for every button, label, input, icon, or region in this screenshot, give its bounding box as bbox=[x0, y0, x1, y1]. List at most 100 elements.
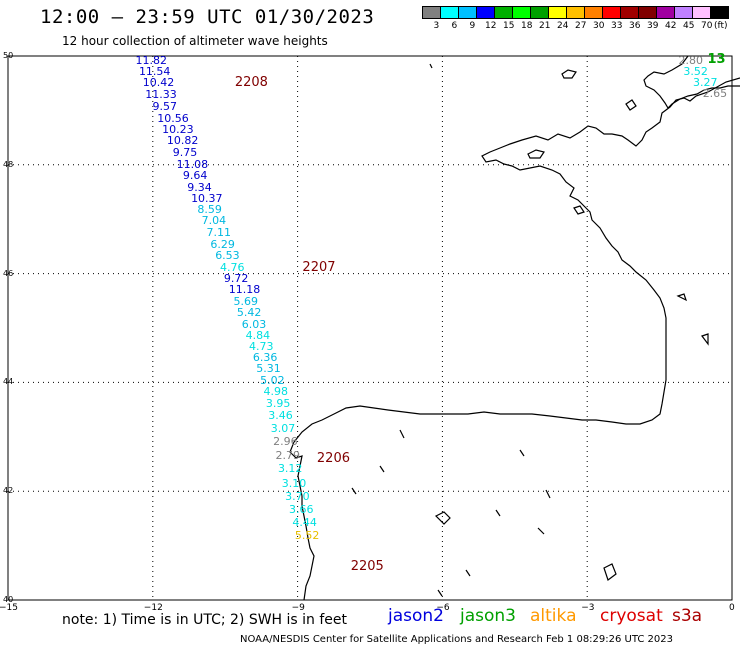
grid-lines bbox=[7, 55, 733, 601]
inland-8 bbox=[437, 589, 443, 597]
wave-height-label: 3.10 bbox=[281, 476, 307, 490]
satellite-name: s3a bbox=[672, 606, 703, 626]
legend-label: 39 bbox=[647, 21, 659, 31]
wave-height-label: 4.84 bbox=[245, 329, 271, 343]
wave-height-label: 5.69 bbox=[233, 294, 259, 308]
legend-label: (ft) bbox=[714, 21, 728, 31]
coastline bbox=[289, 55, 740, 601]
lon-tick-label: −15 bbox=[0, 603, 18, 613]
lon-tick-label: 0 bbox=[729, 603, 735, 613]
inland-9 bbox=[465, 569, 471, 577]
legend-label: 70 bbox=[701, 21, 713, 31]
legend-label: 27 bbox=[575, 21, 587, 31]
inland-1 bbox=[399, 429, 405, 439]
satellite-name: cryosat bbox=[600, 606, 663, 626]
orbit-number-label: 2207 bbox=[302, 260, 336, 276]
orbit-number-label: 2208 bbox=[234, 75, 268, 91]
wave-height-label: 13 bbox=[707, 51, 726, 67]
wave-height-label: 3.70 bbox=[285, 489, 310, 503]
lon-tick-label: −6 bbox=[436, 603, 450, 613]
inland-3 bbox=[545, 489, 551, 499]
wave-height-label: 11.08 bbox=[176, 157, 209, 171]
inland-2 bbox=[519, 449, 525, 457]
wave-height-label: 4.44 bbox=[292, 515, 317, 529]
wave-height-label: 9.64 bbox=[182, 168, 208, 182]
legend-label: 18 bbox=[521, 21, 533, 31]
wave-height-label: 11.18 bbox=[228, 282, 261, 296]
color-legend: 3 6 9 12 15 18 21 24 27 30 33 36 39 42 45 70 (ft) bbox=[422, 6, 729, 34]
wave-height-label: 10.56 bbox=[157, 111, 189, 125]
lat-tick-label: 42 bbox=[3, 486, 14, 496]
wave-height-label: 3.07 bbox=[270, 421, 296, 435]
wave-height-label: 6.29 bbox=[210, 237, 235, 251]
legend-label: 21 bbox=[539, 21, 551, 31]
wave-height-label: 10.42 bbox=[142, 76, 175, 90]
inland-6 bbox=[379, 465, 385, 473]
wave-height-label: 6.53 bbox=[215, 249, 240, 263]
wave-height-label: 2.79 bbox=[275, 448, 301, 462]
inland-10 bbox=[429, 63, 433, 69]
legend-label: 3 bbox=[433, 21, 440, 31]
island-8 bbox=[701, 333, 709, 346]
wave-height-label: 3.66 bbox=[289, 503, 314, 517]
lat-tick-label: 50 bbox=[3, 51, 14, 60]
coast-england bbox=[643, 55, 740, 109]
wave-height-label: 10.37 bbox=[191, 191, 223, 205]
lon-tick-label: −3 bbox=[581, 603, 595, 613]
inland-4 bbox=[495, 509, 501, 517]
footer-credit: NOAA/NESDIS Center for Satellite Applica… bbox=[240, 634, 673, 645]
legend-swatch bbox=[710, 6, 729, 19]
wave-height-label: 3.46 bbox=[268, 409, 293, 423]
lat-tick-label: 40 bbox=[3, 595, 14, 604]
coast-france bbox=[289, 77, 740, 601]
inland-7 bbox=[351, 487, 357, 495]
wave-height-label: 9.34 bbox=[187, 180, 212, 194]
island-2 bbox=[527, 149, 545, 159]
wave-height-label: 7.04 bbox=[201, 214, 227, 228]
lon-tick-label: −9 bbox=[291, 603, 305, 613]
legend-label: 36 bbox=[629, 21, 641, 31]
legend-label: 15 bbox=[503, 21, 515, 31]
wave-height-label: 3.12 bbox=[277, 462, 303, 476]
satellite-name: jason2 bbox=[388, 606, 444, 626]
wave-height-label: 3.52 bbox=[683, 65, 708, 79]
wave-height-label: 6.36 bbox=[252, 351, 278, 365]
wave-height-label: 2.96 bbox=[273, 435, 298, 449]
wave-height-label: 5.52 bbox=[294, 528, 320, 542]
wave-height-label: 3.27 bbox=[693, 76, 718, 90]
island-5 bbox=[434, 511, 451, 525]
island-1 bbox=[561, 69, 577, 79]
wave-height-label: 9.72 bbox=[223, 272, 249, 286]
legend-label: 6 bbox=[451, 21, 458, 31]
wave-height-label: 2.80 bbox=[678, 54, 704, 68]
wave-height-label: 3.95 bbox=[265, 397, 291, 411]
legend-label: 12 bbox=[485, 21, 497, 31]
satellite-name: altika bbox=[530, 606, 577, 626]
footer-note: note: 1) Time is in UTC; 2) SWH is in fe… bbox=[62, 612, 348, 628]
wave-height-label: 11.33 bbox=[145, 88, 177, 102]
legend-label: 45 bbox=[683, 21, 695, 31]
legend-label: 30 bbox=[593, 21, 605, 31]
wave-height-label: 4.98 bbox=[263, 385, 288, 399]
wave-height-label: 11.82 bbox=[135, 54, 168, 68]
wave-height-label: 7.11 bbox=[206, 226, 232, 240]
map-title: 12:00 — 23:59 UTC 01/30/2023 bbox=[40, 6, 375, 28]
lat-tick-label: 46 bbox=[3, 268, 14, 278]
island-6 bbox=[603, 563, 617, 581]
map-subtitle: 12 hour collection of altimeter wave hei… bbox=[62, 34, 328, 48]
island-4 bbox=[625, 99, 637, 111]
wave-height-label: 9.75 bbox=[172, 145, 198, 159]
wave-height-label: 10.82 bbox=[166, 134, 199, 148]
lat-tick-label: 48 bbox=[3, 159, 14, 169]
plot-frame bbox=[7, 55, 733, 601]
wave-height-label: 4.73 bbox=[248, 340, 274, 354]
wave-height-label: 5.42 bbox=[236, 306, 262, 320]
legend-label: 9 bbox=[469, 21, 476, 31]
satellite-name: jason3 bbox=[460, 606, 516, 626]
wave-height-label: 5.31 bbox=[256, 362, 281, 376]
wave-height-label: 8.59 bbox=[197, 202, 222, 216]
legend-label: 42 bbox=[665, 21, 677, 31]
orbit-number-label: 2206 bbox=[316, 450, 350, 466]
